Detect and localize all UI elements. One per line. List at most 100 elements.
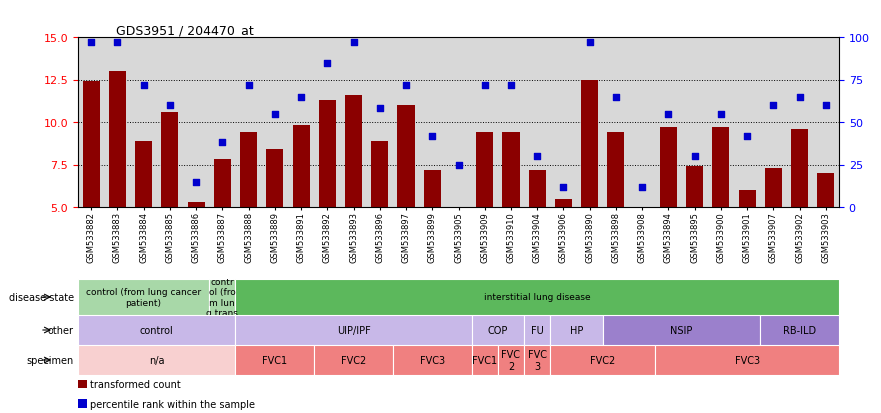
Text: NSIP: NSIP [670, 325, 692, 335]
Text: FVC3: FVC3 [419, 355, 445, 365]
Point [688, 153, 702, 160]
Point [662, 111, 676, 118]
Point [818, 102, 833, 109]
Text: FU: FU [531, 325, 544, 335]
Text: FVC
2: FVC 2 [501, 349, 521, 371]
Point [346, 40, 360, 46]
Bar [78, 315, 235, 345]
Bar [161, 112, 178, 207]
Text: FVC1: FVC1 [263, 355, 287, 365]
Text: FVC2: FVC2 [341, 355, 366, 365]
Point [504, 82, 518, 89]
Point [530, 153, 544, 160]
Point [426, 133, 440, 140]
Bar [393, 345, 471, 375]
Bar [235, 345, 315, 375]
Bar [760, 315, 839, 345]
Point [84, 40, 98, 46]
Text: COP: COP [488, 325, 508, 335]
Point [399, 82, 413, 89]
Bar [555, 199, 572, 207]
Bar [713, 128, 729, 207]
Bar [529, 170, 545, 207]
Text: FVC
3: FVC 3 [528, 349, 547, 371]
Text: control: control [140, 325, 174, 335]
Point [215, 140, 229, 146]
Bar [315, 345, 393, 375]
Point [740, 133, 754, 140]
Bar [738, 190, 756, 207]
Bar [209, 279, 235, 315]
Point [189, 179, 204, 185]
Bar [524, 315, 551, 345]
Bar [655, 345, 839, 375]
Bar [524, 345, 551, 375]
Bar [214, 160, 231, 207]
Point [557, 184, 571, 190]
Point [766, 102, 781, 109]
Bar [424, 170, 440, 207]
Point [137, 82, 151, 89]
Bar [371, 141, 389, 207]
Text: UIP/IPF: UIP/IPF [337, 325, 370, 335]
Bar [235, 279, 839, 315]
Text: contr
ol (fro
m lun
g trans: contr ol (fro m lun g trans [206, 277, 238, 317]
Bar [292, 126, 309, 207]
Bar [266, 150, 284, 207]
Bar [551, 315, 603, 345]
Point [451, 162, 465, 169]
Text: interstitial lung disease: interstitial lung disease [484, 293, 590, 302]
Bar [686, 167, 703, 207]
Text: RB-ILD: RB-ILD [783, 325, 816, 335]
Bar [345, 95, 362, 207]
Bar [135, 141, 152, 207]
Bar [765, 169, 782, 207]
Point [321, 60, 335, 66]
Text: transformed count: transformed count [90, 379, 181, 389]
Text: FVC2: FVC2 [590, 355, 616, 365]
Point [241, 82, 255, 89]
Text: other: other [48, 325, 74, 335]
Bar [78, 345, 235, 375]
Bar [581, 80, 598, 207]
Bar [83, 82, 100, 207]
Point [635, 184, 649, 190]
Text: n/a: n/a [149, 355, 165, 365]
Bar [818, 173, 834, 207]
Point [793, 94, 807, 101]
Text: disease state: disease state [9, 292, 74, 302]
Text: FVC1: FVC1 [472, 355, 497, 365]
Point [373, 106, 387, 112]
Bar [477, 133, 493, 207]
Bar [471, 315, 524, 345]
Text: specimen: specimen [26, 355, 74, 365]
Point [294, 94, 308, 101]
Bar [551, 345, 655, 375]
Bar [660, 128, 677, 207]
Text: GDS3951 / 204470_at: GDS3951 / 204470_at [116, 24, 254, 37]
Bar [603, 315, 760, 345]
Bar [235, 315, 471, 345]
Bar [109, 72, 126, 207]
Bar [240, 133, 257, 207]
Point [582, 40, 596, 46]
Point [268, 111, 282, 118]
Point [478, 82, 492, 89]
Point [163, 102, 177, 109]
Bar [607, 133, 625, 207]
Point [609, 94, 623, 101]
Point [714, 111, 728, 118]
Bar [791, 130, 808, 207]
Text: FVC3: FVC3 [735, 355, 759, 365]
Bar [471, 345, 498, 375]
Bar [188, 202, 204, 207]
Text: HP: HP [570, 325, 583, 335]
Bar [78, 380, 86, 388]
Bar [78, 399, 86, 408]
Bar [78, 279, 209, 315]
Text: percentile rank within the sample: percentile rank within the sample [90, 399, 255, 409]
Bar [502, 133, 520, 207]
Bar [397, 106, 415, 207]
Bar [319, 101, 336, 207]
Bar [498, 345, 524, 375]
